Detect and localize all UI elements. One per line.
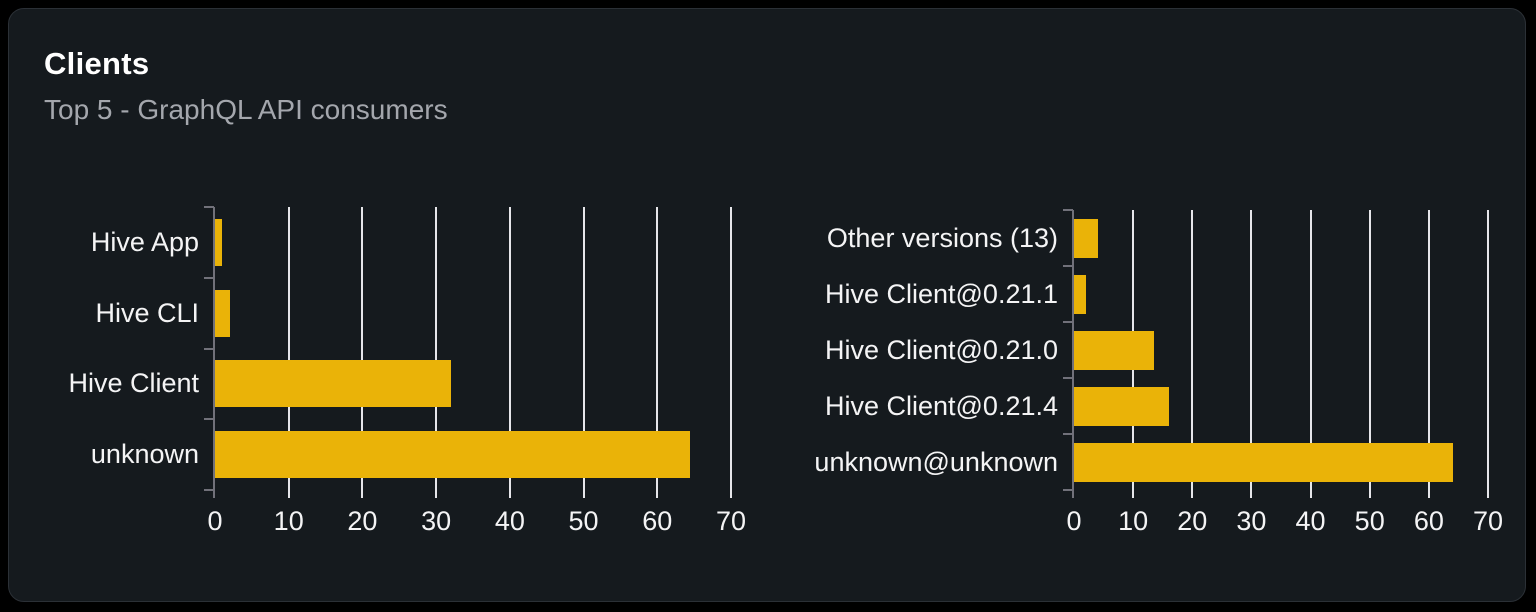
- bar-hive-app[interactable]: [215, 218, 223, 266]
- chart-plot-area: Other versions (13) Hive Client@0.21.1 Hiv…: [814, 209, 1503, 536]
- y-axis-line: [213, 207, 215, 498]
- gridline: [287, 207, 290, 498]
- x-tick-label-30: 30: [421, 506, 452, 536]
- card-title: Clients: [44, 46, 150, 81]
- bar-unknown-unknown[interactable]: [1074, 442, 1453, 482]
- gridline: [361, 207, 364, 498]
- x-tick-label-20: 20: [1177, 506, 1208, 536]
- gridline: [508, 207, 511, 498]
- x-tick-label-0: 0: [207, 506, 223, 536]
- y-axis-tick: [204, 489, 214, 491]
- x-tick-label-0: 0: [1066, 506, 1082, 536]
- card-subtitle: Top 5 - GraphQL API consumers: [44, 94, 448, 125]
- clients-card: [8, 8, 1526, 602]
- x-tick-label-10: 10: [273, 506, 304, 536]
- bar-other-versions-13[interactable]: [1074, 218, 1098, 258]
- x-tick-label-20: 20: [347, 506, 378, 536]
- gridline: [1191, 210, 1194, 498]
- x-tick-label-10: 10: [1118, 506, 1149, 536]
- x-tick-label-50: 50: [568, 506, 599, 536]
- x-tick-label-30: 30: [1236, 506, 1267, 536]
- gridline: [1309, 210, 1312, 498]
- y-axis-line: [1072, 210, 1074, 498]
- bar-hive-client-0-21-4[interactable]: [1074, 386, 1169, 426]
- x-tick-label-40: 40: [1295, 506, 1326, 536]
- y-axis-tick: [204, 206, 214, 208]
- y-axis-tick: [1063, 433, 1073, 435]
- bar-unknown[interactable]: [215, 431, 691, 479]
- gridline: [435, 207, 438, 498]
- x-tick-label-70: 70: [715, 506, 747, 536]
- x-tick-label-40: 40: [494, 506, 525, 536]
- bar-hive-client-0-21-0[interactable]: [1074, 330, 1154, 370]
- x-tick-label-60: 60: [1413, 506, 1444, 536]
- category-label-hive-client-0-21-1: Hive Client@0.21.1: [824, 278, 1058, 309]
- gridline: [1427, 210, 1430, 498]
- category-label-unknown: unknown: [90, 439, 199, 470]
- gridline: [1250, 210, 1253, 498]
- gridline: [730, 207, 732, 498]
- gridline: [582, 207, 585, 498]
- y-axis-tick: [1063, 321, 1073, 323]
- y-axis-tick: [1063, 265, 1073, 267]
- x-tick-label-70: 70: [1472, 506, 1504, 536]
- y-axis-tick: [1063, 489, 1073, 491]
- category-label-unknown-unknown: unknown@unknown: [814, 446, 1058, 477]
- y-axis-tick: [204, 418, 214, 420]
- category-label-hive-client-0-21-4: Hive Client@0.21.4: [824, 390, 1058, 421]
- bar-hive-cli[interactable]: [215, 289, 230, 337]
- gridline: [1487, 210, 1489, 498]
- y-axis-tick: [204, 277, 214, 279]
- category-label-hive-client-0-21-0: Hive Client@0.21.0: [824, 334, 1058, 365]
- category-label-hive-cli: Hive CLI: [95, 297, 199, 328]
- y-axis-tick: [1063, 209, 1073, 211]
- chart-plot-area: Hive App Hive CLI Hive Client unknown 0 10 20 3…: [68, 206, 746, 536]
- y-axis-tick: [1063, 377, 1073, 379]
- category-label-hive-app: Hive App: [90, 226, 199, 257]
- gridline: [1368, 210, 1371, 498]
- bar-hive-client[interactable]: [215, 360, 451, 408]
- x-tick-label-50: 50: [1354, 506, 1385, 536]
- gridline: [656, 207, 659, 498]
- category-label-other-versions-13: Other versions (13): [826, 222, 1058, 253]
- y-axis-tick: [204, 348, 214, 350]
- bar-hive-client-0-21-1[interactable]: [1074, 274, 1086, 314]
- category-label-hive-client: Hive Client: [68, 368, 199, 399]
- x-tick-label-60: 60: [642, 506, 673, 536]
